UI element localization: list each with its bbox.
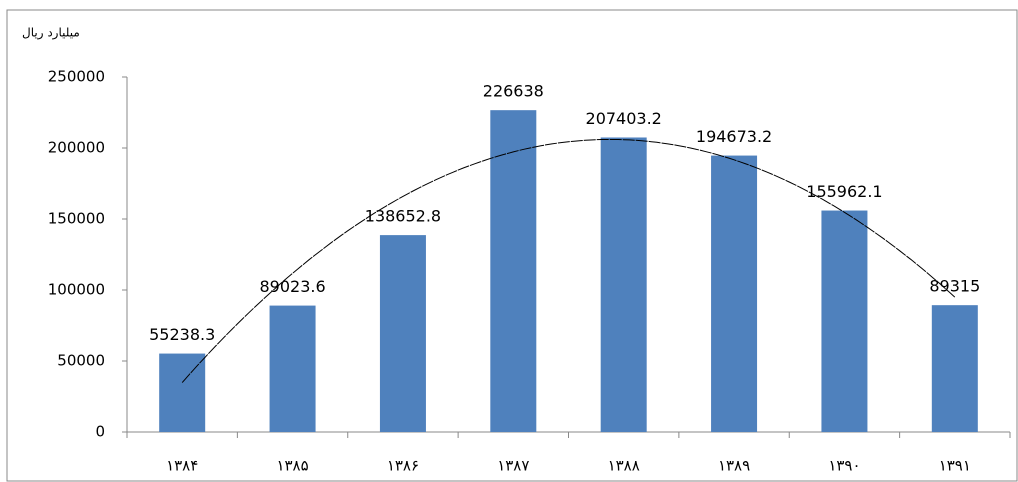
- chart-border: [6, 9, 1018, 482]
- bar: [931, 305, 978, 432]
- value-label: 138652.8: [365, 207, 441, 226]
- bar: [600, 137, 647, 432]
- y-tick-label: 200000: [48, 139, 105, 157]
- x-tick-label: ۱۳۸۴: [166, 457, 198, 475]
- value-label: 226638: [483, 82, 544, 101]
- value-label: 194673.2: [696, 127, 772, 146]
- y-tick-label: 50000: [57, 352, 105, 370]
- x-tick-label: ۱۳۸۷: [497, 457, 529, 475]
- x-tick-label: ۱۳۸۵: [276, 457, 308, 475]
- y-tick-label: 150000: [48, 210, 105, 228]
- value-label: 207403.2: [586, 109, 662, 128]
- x-tick-label: ۱۳۸۹: [718, 457, 750, 475]
- bar: [490, 110, 537, 432]
- value-label: 55238.3: [149, 325, 215, 344]
- unit-label: میلیارد ریال: [22, 26, 80, 41]
- bar: [269, 305, 316, 432]
- x-tick-label: ۱۳۸۶: [387, 457, 419, 475]
- value-label: 89023.6: [259, 277, 325, 296]
- value-label: 89315: [929, 277, 980, 296]
- bar: [379, 235, 426, 432]
- y-tick-label: 100000: [48, 281, 105, 299]
- y-tick-label: 250000: [48, 68, 105, 86]
- x-tick-label: ۱۳۹۰: [828, 457, 860, 475]
- bar: [159, 353, 206, 432]
- trendline: [181, 139, 956, 383]
- bar: [821, 210, 868, 432]
- x-tick-label: ۱۳۹۱: [939, 457, 971, 475]
- value-label: 155962.1: [806, 182, 882, 201]
- bar: [711, 155, 758, 432]
- x-tick-label: ۱۳۸۸: [608, 457, 640, 475]
- y-tick-label: 0: [95, 423, 105, 441]
